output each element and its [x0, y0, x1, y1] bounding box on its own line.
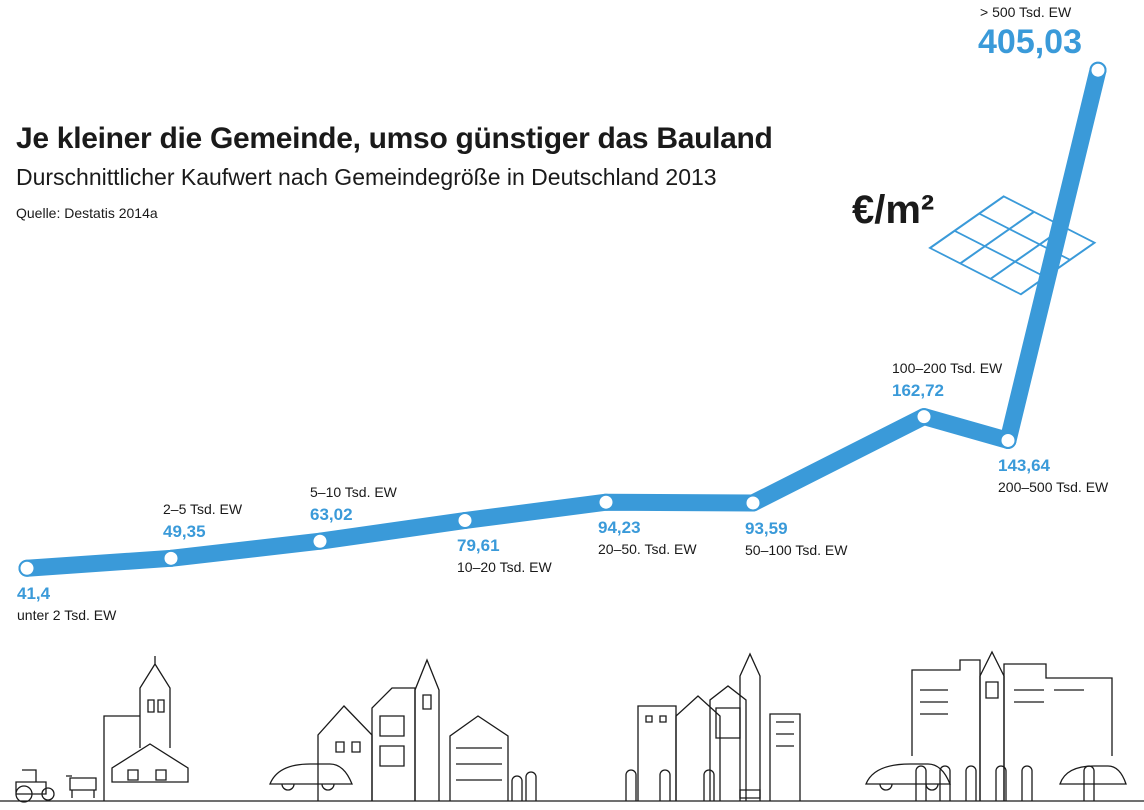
data-point [311, 532, 329, 550]
chart-subtitle: Durschnittlicher Kaufwert nach Gemeindeg… [16, 164, 717, 190]
city-pedestrians [625, 769, 761, 801]
town-house [317, 705, 373, 801]
city-building-2 [675, 695, 721, 801]
data-point [915, 408, 933, 426]
metro-building-1 [911, 659, 981, 801]
town-illustrations [0, 650, 1144, 803]
tractor-icon [15, 769, 55, 803]
value-label: 49,35 [163, 522, 206, 542]
town-church [414, 658, 440, 801]
category-label: 2–5 Tsd. EW [163, 501, 243, 518]
town-hall [371, 687, 416, 801]
metro-car-2 [1059, 765, 1127, 785]
grid-line [959, 211, 1036, 264]
value-label: 79,61 [457, 536, 500, 556]
grid-line [953, 230, 1047, 278]
value-label: 94,23 [598, 518, 641, 538]
value-label: 405,03 [978, 23, 1082, 62]
data-point [597, 493, 615, 511]
data-point [18, 559, 36, 577]
town-timber-house [449, 715, 509, 801]
metro-car [865, 763, 951, 791]
value-label: 162,72 [892, 380, 944, 400]
metro-crowd [915, 765, 1095, 801]
category-label: 200–500 Tsd. EW [998, 479, 1109, 496]
value-label: 63,02 [310, 505, 353, 525]
city-building-4 [769, 713, 801, 801]
series-layer [18, 61, 1107, 577]
data-point [999, 431, 1017, 449]
metro-tower [979, 650, 1005, 801]
car-icon [269, 763, 353, 791]
category-label: 50–100 Tsd. EW [745, 542, 848, 558]
village-farmhouse [111, 743, 189, 783]
unit-label: €/m² [852, 188, 934, 233]
category-label: 100–200 Tsd. EW [892, 359, 1003, 376]
value-label: 93,59 [745, 519, 788, 538]
metro-building-2 [1003, 663, 1113, 801]
category-label: 20–50. Tsd. EW [598, 541, 697, 558]
cow-icon [66, 775, 97, 798]
data-point [1089, 61, 1107, 79]
series-line [18, 61, 1107, 577]
pedestrians-icon [511, 771, 537, 801]
category-label: 5–10 Tsd. EW [310, 484, 397, 501]
data-point [744, 494, 762, 512]
unit-label-text: €/m² [852, 188, 935, 232]
value-label: 41,4 [17, 584, 51, 604]
category-label: 10–20 Tsd. EW [457, 559, 552, 576]
value-label: 143,64 [998, 456, 1050, 476]
chart-source: Quelle: Destatis 2014a [16, 205, 158, 221]
data-point [162, 549, 180, 567]
city-tower [739, 652, 761, 801]
chart-title: Je kleiner die Gemeinde, umso günstiger … [16, 122, 773, 155]
category-label: unter 2 Tsd. EW [17, 607, 117, 624]
village-church [103, 656, 171, 801]
data-point [456, 511, 474, 529]
category-label: > 500 Tsd. EW [980, 4, 1072, 21]
